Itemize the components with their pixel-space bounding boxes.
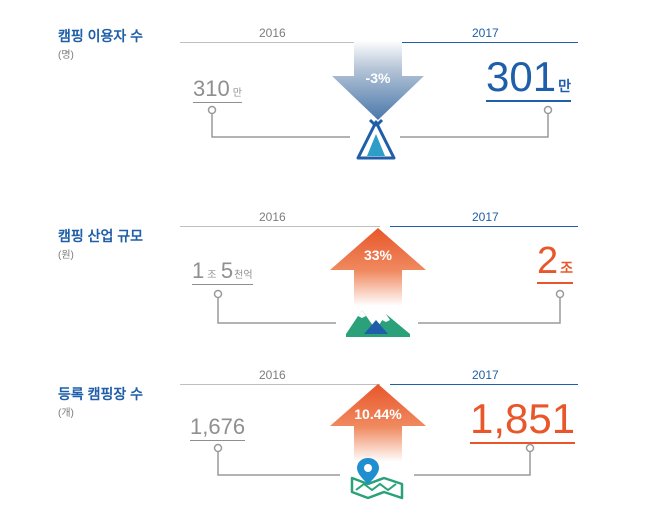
campers-year-2016: 2016 — [259, 26, 286, 40]
campsites-connector-lines — [213, 443, 535, 476]
campsites-year-2016: 2016 — [259, 368, 286, 382]
campsites-title: 등록 캠핑장 수 — [58, 386, 144, 402]
industry-2016-number-a: 1 — [192, 258, 205, 283]
campsites-2017-value: 1,851 — [470, 395, 576, 444]
industry-2016-unit-b: 천억 — [234, 270, 253, 281]
campers-2016-number: 310 — [193, 76, 230, 101]
campers-year-2017: 2017 — [472, 26, 499, 40]
industry-2017-divider — [390, 226, 578, 227]
industry-title: 캠핑 산업 규모 — [58, 228, 144, 244]
industry-year-2017: 2017 — [472, 210, 499, 224]
industry-2017-number: 2 — [537, 240, 559, 282]
industry-2017-unit: 조 — [560, 260, 574, 276]
campers-panel: 캠핑 이용자 수 (명) 2016 2017 310 만 301 만 -3% — [0, 0, 658, 160]
industry-change-percent: 33% — [363, 247, 393, 263]
campsites-2017-number: 1,851 — [470, 395, 576, 442]
campers-2017-divider — [390, 42, 578, 43]
increase-arrow-icon — [330, 384, 426, 462]
campers-connector-lines — [207, 105, 553, 138]
map-pin-icon — [350, 458, 404, 500]
increase-arrow-icon — [330, 228, 426, 306]
decrease-arrow-icon — [332, 40, 424, 120]
campers-2017-unit: 만 — [558, 78, 571, 94]
campsites-change-percent: 10.44% — [354, 406, 402, 422]
campers-2016-divider — [180, 42, 380, 43]
campers-2017-number: 301 — [486, 53, 557, 100]
mountain-icon — [346, 310, 410, 337]
campsites-2016-divider — [180, 384, 380, 385]
campers-2017-value: 301 만 — [486, 56, 571, 102]
campsites-2016-value: 1,676 — [190, 414, 246, 441]
industry-unit-label: (원) — [58, 250, 74, 261]
industry-2016-divider — [180, 226, 380, 227]
industry-2016-unit-a: 조 — [207, 270, 217, 281]
tent-icon — [356, 118, 396, 160]
industry-year-2016: 2016 — [259, 210, 286, 224]
campers-title: 캠핑 이용자 수 — [58, 28, 144, 44]
campsites-unit-label: (개) — [58, 408, 74, 419]
campsites-2017-divider — [390, 384, 578, 385]
campsites-panel: 등록 캠핑장 수 (개) 2016 2017 1,676 1,851 10.44… — [0, 348, 658, 508]
industry-connector-lines — [213, 289, 565, 324]
campers-2016-value: 310 만 — [193, 78, 242, 103]
industry-2016-number-b: 5 — [220, 258, 234, 283]
campsites-2016-number: 1,676 — [190, 414, 246, 439]
campers-change-percent: -3% — [365, 70, 391, 86]
campsites-year-2017: 2017 — [472, 368, 499, 382]
campers-2016-unit: 만 — [232, 88, 242, 99]
campers-unit-label: (명) — [58, 50, 74, 61]
